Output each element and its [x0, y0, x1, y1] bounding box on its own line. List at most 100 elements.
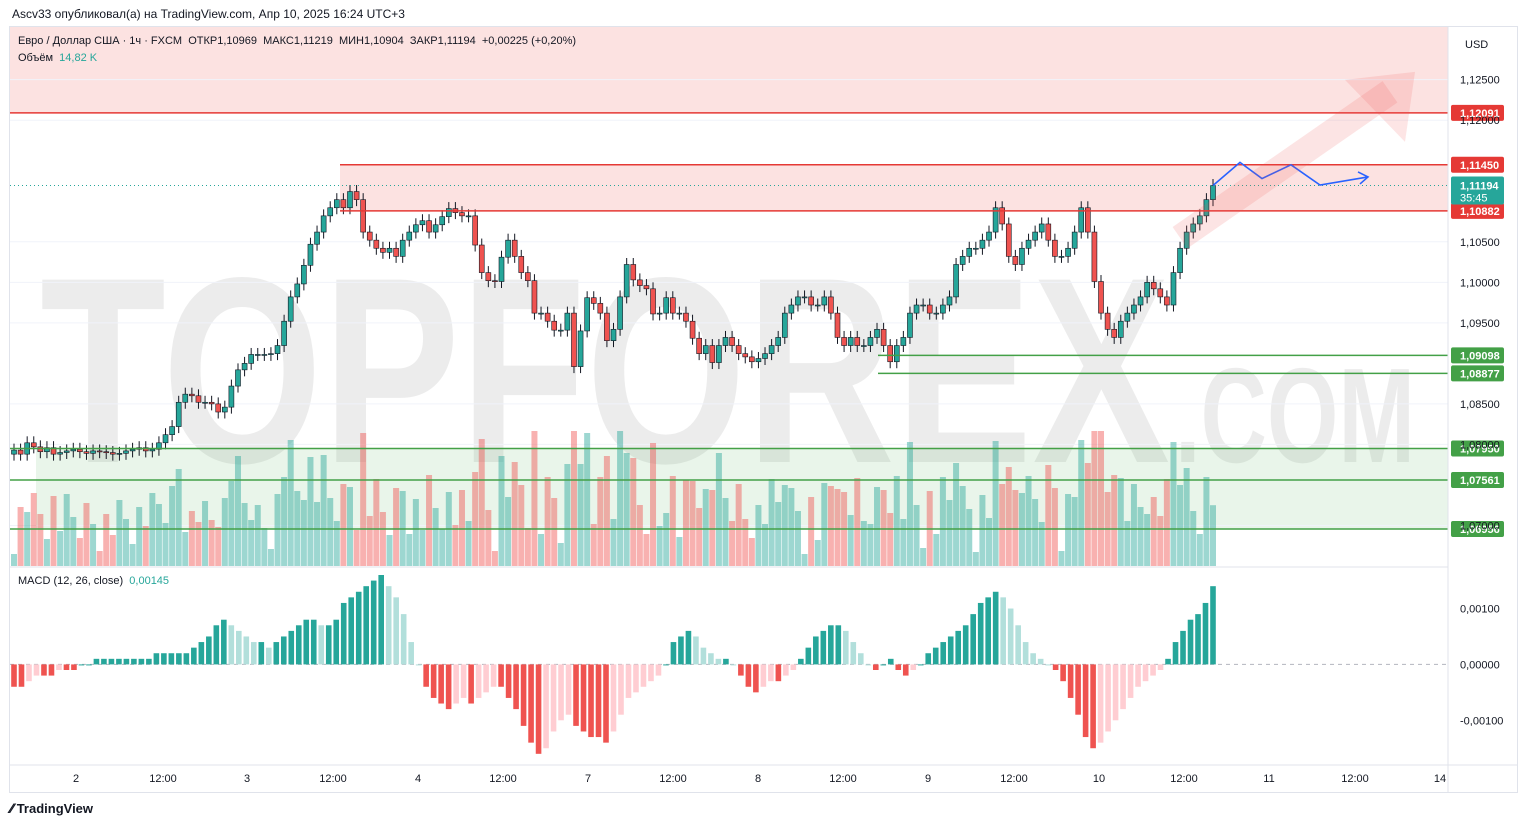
candle-body: [847, 337, 854, 346]
candle-body: [683, 312, 689, 322]
volume-bar: [175, 469, 182, 566]
macd-bar: [251, 642, 257, 665]
candle-body: [129, 448, 136, 452]
candle-body: [1078, 207, 1085, 233]
volume-bar: [76, 538, 83, 566]
time-tick-label: 3: [244, 773, 250, 785]
candle-body: [893, 345, 900, 363]
candle-body: [867, 337, 874, 346]
candle-body: [63, 450, 70, 453]
countdown-label: 35:45: [1460, 193, 1488, 205]
candle-body: [946, 296, 953, 306]
macd-bar: [535, 664, 542, 754]
candle-body: [1038, 223, 1045, 233]
candle-body: [235, 369, 241, 387]
volume-bar: [788, 488, 795, 566]
macd-bar: [498, 664, 504, 687]
candle-body: [801, 296, 808, 299]
candle-body: [986, 231, 992, 241]
macd-bar: [723, 658, 729, 665]
volume-bar: [1078, 440, 1085, 566]
macd-bar: [348, 597, 355, 665]
candle-body: [604, 312, 610, 341]
macd-bar: [1202, 602, 1209, 665]
macd-bar: [1120, 664, 1126, 710]
candle-body: [307, 243, 314, 266]
volume-bar: [248, 520, 255, 566]
level-price-label: 1,12091: [1460, 108, 1500, 120]
level-price-label: 1,10882: [1460, 206, 1500, 218]
macd-bar: [108, 658, 115, 665]
macd-bar: [1142, 664, 1149, 682]
macd-bar: [670, 642, 677, 665]
volume-bar: [1170, 442, 1177, 566]
candle-body: [511, 239, 518, 257]
candle-body: [992, 207, 999, 233]
level-price-tag: [1451, 202, 1504, 219]
level-price-tag: [1451, 521, 1504, 538]
volume-bar: [267, 549, 274, 566]
volume-bar: [603, 456, 610, 566]
candle-body: [1170, 272, 1177, 306]
volume-bar: [83, 503, 90, 566]
volume-bar: [709, 490, 716, 566]
macd-bar: [483, 664, 489, 693]
volume-bar: [136, 507, 143, 566]
macd-bar: [917, 664, 924, 666]
candle-body: [57, 452, 63, 455]
macd-bar: [505, 664, 512, 698]
footer-brand[interactable]: ⁄⁄ TradingView: [10, 800, 93, 816]
volume-bar: [11, 554, 17, 566]
volume-bar: [518, 485, 525, 566]
candle-body: [584, 297, 590, 332]
candle-body: [841, 337, 847, 346]
macd-bar: [1195, 614, 1201, 665]
volume-bar: [893, 476, 900, 566]
candle-body: [320, 215, 327, 233]
candle-body: [485, 272, 492, 281]
candle-body: [538, 312, 544, 315]
macd-bar: [910, 664, 917, 670]
macd-bar: [678, 636, 684, 665]
candle-body: [380, 247, 386, 253]
watermark-suffix: .COM: [1175, 340, 1415, 491]
macd-bar: [1112, 664, 1119, 721]
candle-body: [90, 450, 96, 454]
macd-bar: [872, 664, 879, 670]
candle-body: [788, 304, 795, 314]
level-price-label: 1,08877: [1460, 368, 1500, 380]
volume-bar: [1025, 476, 1032, 566]
candle-body: [518, 256, 525, 273]
volume-bar: [630, 458, 637, 566]
candle-body: [103, 451, 110, 454]
volume-bar: [748, 538, 755, 566]
volume-bar: [584, 433, 591, 566]
volume-bar: [557, 543, 564, 566]
volume-bar: [1144, 514, 1151, 566]
volume-bar: [669, 476, 676, 566]
candles: [11, 179, 1216, 461]
candle-body: [83, 451, 90, 454]
macd-bar: [565, 664, 572, 715]
macd-bar: [985, 597, 991, 665]
volume-bar: [17, 507, 24, 566]
macd-bar: [408, 642, 414, 665]
macd-bar: [1090, 664, 1096, 749]
volume-bar: [1124, 521, 1131, 566]
macd-bar: [528, 664, 534, 743]
candle-body: [735, 345, 742, 354]
volume-bar: [696, 508, 703, 566]
macd-bar: [138, 658, 145, 665]
time-tick-label: 12:00: [659, 773, 687, 785]
volume-bar: [90, 524, 97, 566]
macd-bar: [887, 658, 894, 665]
zone-resistance: [340, 164, 1448, 211]
volume-bar: [254, 505, 261, 566]
macd-bar: [1015, 625, 1021, 665]
candle-body: [953, 264, 959, 298]
macd-bar: [1127, 664, 1134, 698]
candle-body: [492, 280, 498, 282]
candle-body: [762, 353, 768, 359]
candle-body: [828, 296, 834, 314]
